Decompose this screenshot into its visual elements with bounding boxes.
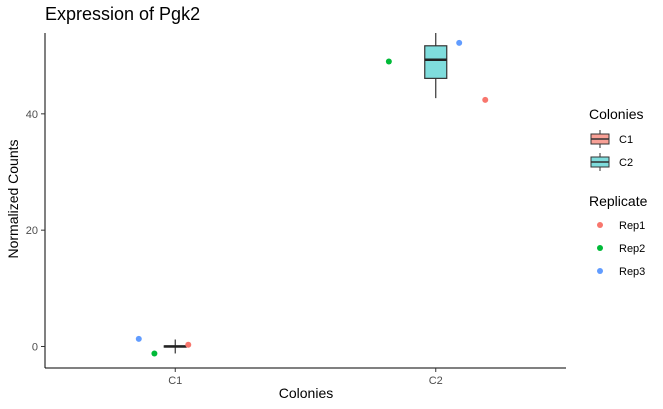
legend-key-point [597, 222, 603, 228]
point-layer [135, 39, 489, 357]
legend-label: C2 [619, 157, 633, 169]
box-C2 [424, 33, 448, 99]
legend-key-point [597, 268, 603, 274]
legend-label: C1 [619, 134, 633, 146]
point-C1-rep1 [185, 341, 192, 348]
x-axis-ticks: C1 C2 [168, 368, 443, 387]
y-tick-label: 40 [26, 109, 38, 121]
legend-label: Rep3 [619, 266, 645, 278]
point-C1-rep2 [151, 350, 158, 357]
x-tick-label: C1 [168, 375, 182, 387]
x-tick-label: C2 [429, 375, 443, 387]
box-C1 [163, 339, 187, 354]
point-C2-rep3 [456, 39, 463, 46]
point-C2-rep2 [385, 58, 392, 65]
y-axis-title: Normalized Counts [5, 139, 21, 258]
legend-title: Replicate [589, 193, 648, 209]
y-axis-ticks: 0 20 40 [26, 109, 45, 353]
chart-title: Expression of Pgk2 [45, 4, 200, 24]
legend-label: Rep2 [619, 243, 645, 255]
legend-label: Rep1 [619, 220, 645, 232]
point-C1-rep3 [135, 335, 142, 342]
y-tick-label: 20 [26, 225, 38, 237]
box-body [424, 45, 448, 79]
y-tick-label: 0 [32, 341, 38, 353]
legend-key-point [597, 245, 603, 251]
box-layer [163, 33, 448, 354]
legend: Colonies C1 C2 Replicate Rep1 Rep2 Rep3 [589, 106, 648, 278]
legend-title: Colonies [589, 106, 643, 122]
x-axis-title: Colonies [279, 385, 333, 401]
point-C2-rep1 [482, 96, 489, 103]
